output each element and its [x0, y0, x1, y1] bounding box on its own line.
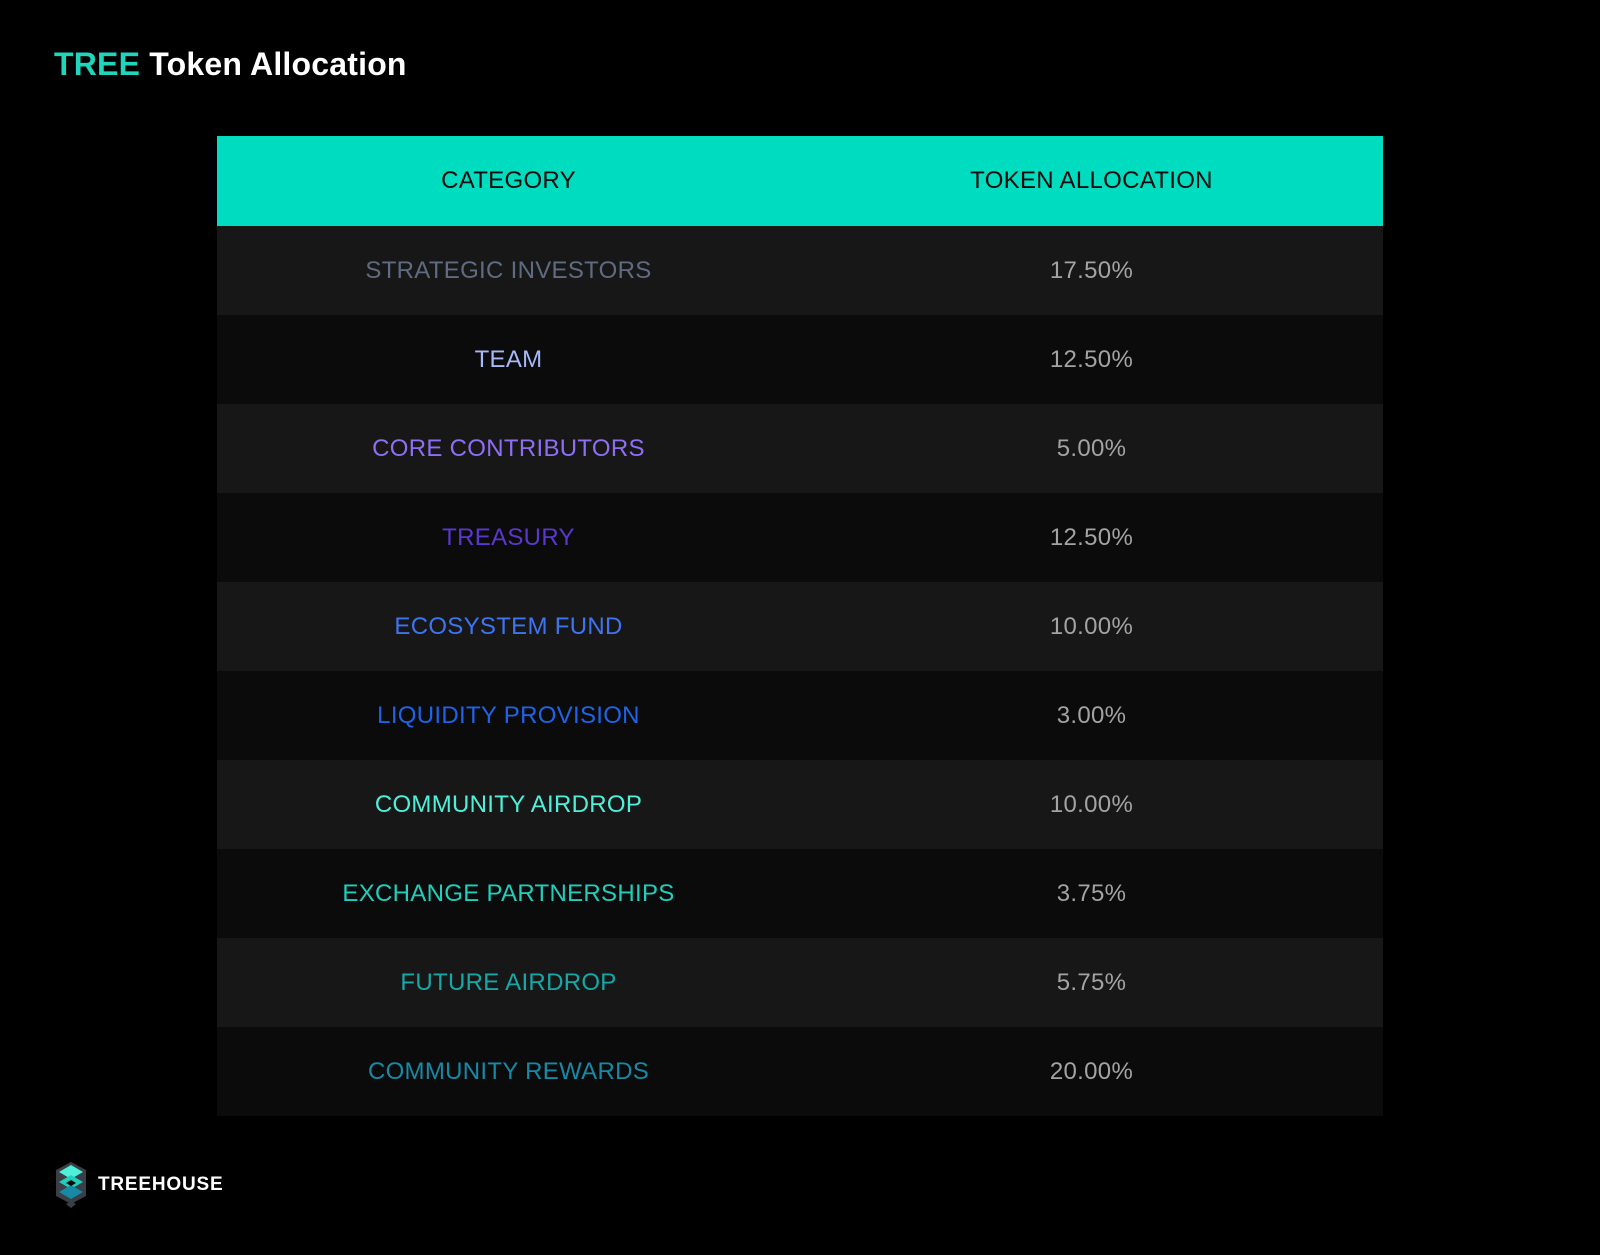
table-row: COMMUNITY AIRDROP 10.00%	[217, 760, 1383, 849]
category-cell: TREASURY	[442, 523, 575, 551]
table-row: ECOSYSTEM FUND 10.00%	[217, 582, 1383, 671]
table-body: STRATEGIC INVESTORS 17.50% TEAM 12.50% CORE …	[217, 226, 1383, 1116]
allocation-table: CATEGORY TOKEN ALLOCATION STRATEGIC INVE…	[217, 136, 1383, 1116]
category-cell: EXCHANGE PARTNERSHIPS	[342, 879, 675, 907]
category-cell: ECOSYSTEM FUND	[394, 612, 623, 640]
table-row: COMMUNITY REWARDS 20.00%	[217, 1027, 1383, 1116]
allocation-cell: 5.75%	[1056, 968, 1127, 996]
allocation-cell: 12.50%	[1049, 345, 1134, 373]
table-row: STRATEGIC INVESTORS 17.50%	[217, 226, 1383, 315]
category-cell: COMMUNITY REWARDS	[367, 1057, 650, 1085]
category-cell: COMMUNITY AIRDROP	[374, 790, 643, 818]
brand-name: TREEHOUSE	[98, 1174, 224, 1195]
treehouse-logo-icon	[56, 1162, 86, 1208]
table-header: CATEGORY TOKEN ALLOCATION	[217, 136, 1383, 226]
allocation-cell: 3.75%	[1056, 879, 1127, 907]
table-row: FUTURE AIRDROP 5.75%	[217, 938, 1383, 1027]
header-category: CATEGORY	[441, 167, 576, 194]
header-token-allocation: TOKEN ALLOCATION	[970, 167, 1213, 194]
allocation-cell: 17.50%	[1049, 256, 1134, 284]
allocation-cell: 20.00%	[1049, 1057, 1134, 1085]
table-row: CORE CONTRIBUTORS 5.00%	[217, 404, 1383, 493]
table-row: TEAM 12.50%	[217, 315, 1383, 404]
allocation-cell: 10.00%	[1049, 612, 1134, 640]
table-row: EXCHANGE PARTNERSHIPS 3.75%	[217, 849, 1383, 938]
category-cell: TEAM	[474, 345, 543, 373]
brand-logo: TREEHOUSE	[54, 1160, 223, 1210]
table-row: TREASURY 12.50%	[217, 493, 1383, 582]
title-text: Token Allocation	[149, 46, 407, 82]
title-accent: TREE	[54, 46, 141, 82]
allocation-cell: 5.00%	[1056, 434, 1127, 462]
allocation-cell: 12.50%	[1049, 523, 1134, 551]
table-row: LIQUIDITY PROVISION 3.00%	[217, 671, 1383, 760]
allocation-cell: 3.00%	[1056, 701, 1127, 729]
category-cell: CORE CONTRIBUTORS	[372, 434, 645, 462]
allocation-cell: 10.00%	[1049, 790, 1134, 818]
category-cell: LIQUIDITY PROVISION	[377, 701, 640, 729]
category-cell: FUTURE AIRDROP	[400, 968, 617, 996]
page-title: TREE Token Allocation	[54, 46, 407, 83]
category-cell: STRATEGIC INVESTORS	[365, 256, 652, 284]
